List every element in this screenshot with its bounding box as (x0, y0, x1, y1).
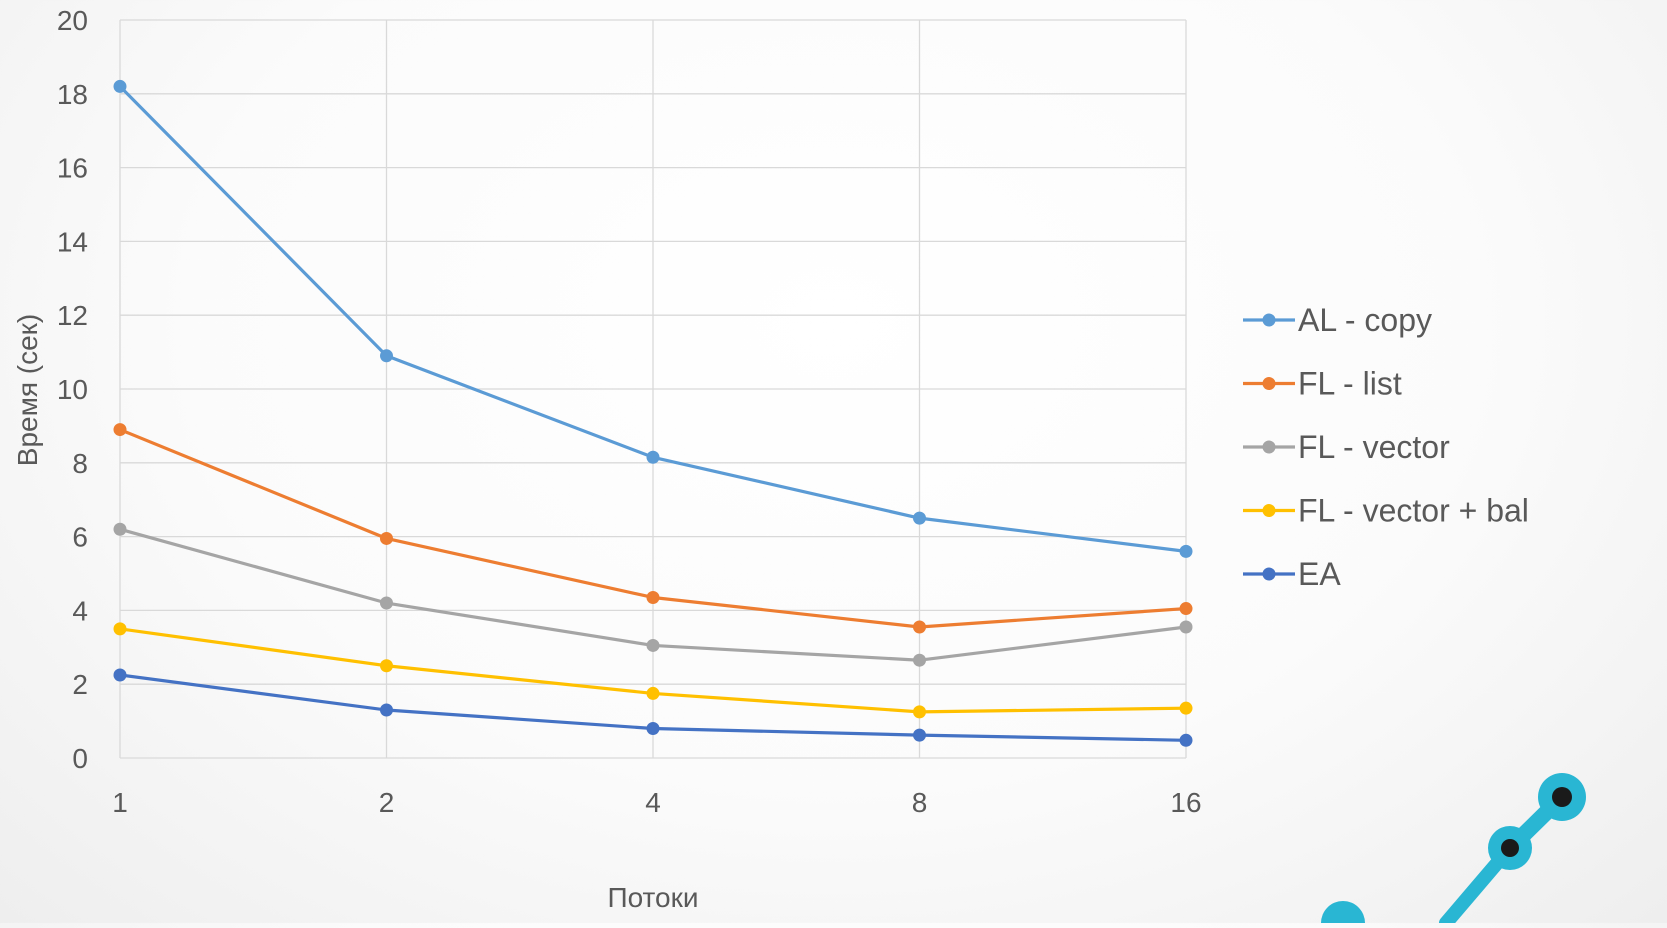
legend-label: FL - list (1298, 366, 1402, 402)
legend-label: AL - copy (1298, 302, 1432, 338)
legend-item: FL - list (1243, 366, 1402, 402)
y-tick-label: 8 (72, 448, 88, 479)
series-fl-vector-bal (113, 622, 1193, 719)
x-tick-label: 16 (1170, 787, 1201, 818)
legend: AL - copy FL - list FL - vector FL - vector… (1243, 302, 1529, 592)
data-point (380, 703, 393, 717)
node-core (1501, 839, 1519, 857)
data-point (380, 596, 393, 610)
data-point (380, 531, 393, 545)
legend-item: AL - copy (1243, 302, 1432, 338)
node-circle (1321, 901, 1365, 928)
connected-nodes-icon (1321, 773, 1586, 928)
y-axis-title: Время (сек) (12, 314, 43, 466)
y-tick-label: 16 (57, 153, 88, 184)
x-tick-label: 1 (112, 787, 128, 818)
y-tick-label: 12 (57, 300, 88, 331)
data-point (646, 590, 660, 604)
data-point (1179, 620, 1193, 634)
data-point (646, 450, 660, 464)
series-group (113, 79, 1193, 747)
node-core (1552, 787, 1572, 807)
data-point (113, 423, 127, 437)
legend-label: EA (1298, 556, 1341, 592)
y-tick-label: 4 (72, 595, 88, 626)
data-point (113, 79, 127, 93)
data-point (1179, 602, 1193, 616)
legend-item: FL - vector (1243, 429, 1450, 465)
data-point (913, 511, 926, 525)
data-point (913, 620, 926, 634)
legend-item: EA (1243, 556, 1341, 592)
data-point (913, 705, 926, 719)
y-tick-label: 20 (57, 5, 88, 36)
series-ea (113, 668, 1193, 747)
data-point (913, 653, 926, 667)
data-point (113, 668, 127, 682)
data-point (1179, 733, 1193, 747)
y-tick-label: 18 (57, 79, 88, 110)
data-point (913, 728, 926, 742)
x-tick-label: 2 (379, 787, 395, 818)
data-point (380, 659, 393, 673)
legend-marker (1262, 377, 1276, 390)
x-tick-label: 4 (645, 787, 661, 818)
legend-marker (1262, 504, 1276, 517)
legend-marker (1262, 313, 1276, 327)
legend-item: FL - vector + bal (1243, 493, 1529, 529)
data-point (113, 522, 127, 536)
y-tick-label: 6 (72, 522, 88, 553)
y-tick-label: 14 (57, 226, 88, 257)
data-point (646, 721, 660, 735)
data-point (380, 349, 393, 363)
series-al-copy (113, 79, 1193, 558)
y-tick-label: 0 (72, 743, 88, 774)
data-point (646, 638, 660, 652)
data-point (1179, 544, 1193, 558)
data-point (1179, 701, 1193, 715)
legend-label: FL - vector + bal (1298, 493, 1529, 529)
legend-marker (1262, 567, 1276, 581)
y-axis: 0 2 4 6 8 10 12 14 16 18 20 (57, 5, 88, 774)
x-tick-label: 8 (912, 787, 928, 818)
series-fl-list (113, 423, 1193, 634)
x-axis: 1 2 4 8 16 (112, 787, 1201, 818)
y-tick-label: 10 (57, 374, 88, 405)
series-fl-vector (113, 522, 1193, 667)
x-axis-title: Потоки (607, 882, 698, 913)
data-point (646, 686, 660, 700)
data-point (113, 622, 127, 636)
legend-label: FL - vector (1298, 429, 1450, 465)
y-tick-label: 2 (72, 669, 88, 700)
legend-marker (1262, 440, 1276, 454)
